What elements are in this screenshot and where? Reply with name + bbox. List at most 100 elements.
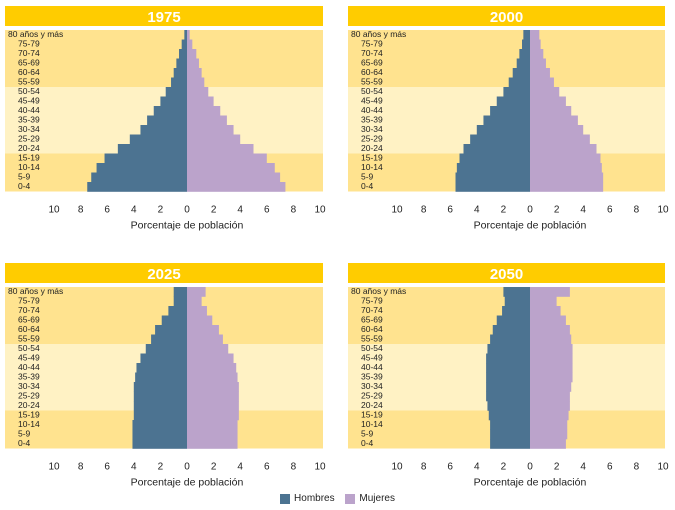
bar-mujeres-15 <box>187 429 238 440</box>
bar-mujeres-1 <box>187 39 193 50</box>
bar-mujeres-7 <box>530 96 566 107</box>
bar-hombres-11 <box>129 134 187 145</box>
x-tick-label: 6 <box>447 205 453 216</box>
age-label: 10-14 <box>361 419 383 429</box>
bar-mujeres-13 <box>187 153 267 164</box>
bar-hombres-2 <box>502 306 530 316</box>
age-label: 25-29 <box>361 134 383 144</box>
bar-mujeres-4 <box>187 68 202 78</box>
age-label: 75-79 <box>18 296 40 306</box>
chart-title: 2050 <box>490 266 523 283</box>
bar-hombres-10 <box>476 125 530 135</box>
bar-mujeres-0 <box>187 30 190 40</box>
age-label: 15-19 <box>18 410 40 420</box>
bar-mujeres-10 <box>530 125 584 135</box>
bar-hombres-12 <box>133 401 187 411</box>
bar-mujeres-10 <box>530 382 572 392</box>
age-label: 80 años y más <box>351 286 406 296</box>
bar-hombres-4 <box>512 68 530 78</box>
age-label: 25-29 <box>18 391 40 401</box>
bar-mujeres-7 <box>530 353 573 364</box>
x-tick-label: 0 <box>184 462 190 473</box>
age-label: 75-79 <box>18 39 40 49</box>
age-label: 25-29 <box>18 134 40 144</box>
x-tick-label: 4 <box>131 462 137 473</box>
bar-hombres-14 <box>96 163 187 173</box>
age-label: 60-64 <box>361 67 383 77</box>
age-label: 50-54 <box>18 86 40 96</box>
age-label: 15-19 <box>361 153 383 163</box>
age-label: 30-34 <box>18 124 40 134</box>
x-tick-label: 6 <box>607 462 613 473</box>
age-label: 60-64 <box>18 324 40 334</box>
bar-hombres-0 <box>173 287 187 297</box>
bar-mujeres-13 <box>187 410 239 421</box>
bar-mujeres-11 <box>530 134 590 145</box>
bar-mujeres-7 <box>187 96 214 107</box>
bar-mujeres-10 <box>187 382 239 392</box>
bar-mujeres-12 <box>530 401 570 411</box>
bar-mujeres-11 <box>187 134 241 145</box>
bar-hombres-6 <box>145 344 187 354</box>
age-label: 50-54 <box>361 86 383 96</box>
bar-hombres-16 <box>87 182 187 192</box>
x-axis-label: Porcentaje de población <box>131 220 244 232</box>
x-tick-label: 6 <box>447 462 453 473</box>
age-label: 40-44 <box>18 362 40 372</box>
bar-mujeres-14 <box>187 420 238 430</box>
bar-mujeres-0 <box>530 287 570 297</box>
bar-hombres-15 <box>490 429 530 440</box>
bar-hombres-16 <box>132 439 187 449</box>
bar-hombres-5 <box>490 334 530 345</box>
age-label: 60-64 <box>18 67 40 77</box>
bar-hombres-16 <box>455 182 530 192</box>
x-tick-label: 4 <box>580 205 586 216</box>
x-tick-label: 2 <box>211 205 217 216</box>
age-label: 80 años y más <box>8 29 63 39</box>
bar-hombres-1 <box>181 39 187 50</box>
bar-hombres-15 <box>132 429 187 440</box>
age-label: 10-14 <box>361 162 383 172</box>
x-tick-label: 8 <box>634 462 640 473</box>
x-tick-label: 0 <box>527 462 533 473</box>
x-tick-label: 8 <box>78 205 84 216</box>
bar-hombres-1 <box>522 39 530 50</box>
x-tick-label: 10 <box>314 462 326 473</box>
x-tick-label: 6 <box>264 462 270 473</box>
x-tick-label: 4 <box>237 205 243 216</box>
bar-hombres-7 <box>486 353 530 364</box>
x-tick-label: 4 <box>474 462 480 473</box>
x-tick-label: 2 <box>501 205 507 216</box>
x-tick-label: 6 <box>104 462 110 473</box>
x-tick-label: 8 <box>421 462 427 473</box>
x-tick-label: 4 <box>131 205 137 216</box>
x-tick-label: 4 <box>580 462 586 473</box>
bar-mujeres-6 <box>530 87 560 97</box>
pyramid-panel-2000: 2000 80 años y más75-7970-7465-6960-6455-… <box>348 6 669 232</box>
bar-hombres-0 <box>523 30 530 40</box>
legend-swatch-mujeres <box>345 493 356 504</box>
bar-hombres-6 <box>165 87 187 97</box>
bar-hombres-10 <box>486 382 530 392</box>
bar-mujeres-9 <box>187 372 238 383</box>
bar-mujeres-0 <box>530 30 540 40</box>
bar-hombres-8 <box>136 363 187 373</box>
x-tick-label: 0 <box>527 205 533 216</box>
age-label: 5-9 <box>361 172 374 182</box>
background-band-1 <box>348 30 665 87</box>
bar-hombres-11 <box>470 134 530 145</box>
x-tick-label: 10 <box>657 462 669 473</box>
age-label: 20-24 <box>18 143 40 153</box>
bar-hombres-6 <box>503 87 530 97</box>
bar-hombres-2 <box>168 306 187 316</box>
bar-mujeres-15 <box>530 429 568 440</box>
bar-mujeres-15 <box>187 172 281 183</box>
age-label: 40-44 <box>361 362 383 372</box>
bar-hombres-14 <box>490 420 530 430</box>
legend: Hombres Mujeres <box>0 493 675 507</box>
bar-mujeres-16 <box>530 439 566 449</box>
bar-hombres-4 <box>155 325 187 335</box>
bar-hombres-14 <box>456 163 530 173</box>
bar-mujeres-12 <box>530 144 597 154</box>
age-label: 0-4 <box>361 438 374 448</box>
